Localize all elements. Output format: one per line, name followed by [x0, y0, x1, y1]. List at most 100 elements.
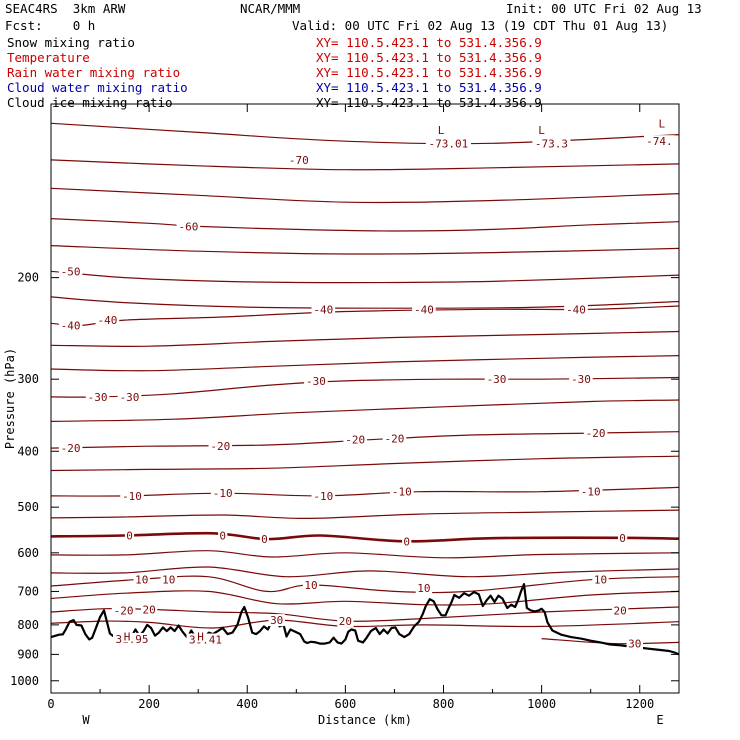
- isotherm-label: 10: [417, 582, 430, 595]
- isotherm-label: -30: [487, 373, 507, 386]
- isotherm-label-bg: [304, 374, 328, 387]
- x-tick-label: 600: [335, 697, 357, 711]
- isotherm-label-bg: [569, 373, 593, 386]
- isotherm-label: 30: [628, 638, 641, 651]
- isotherm-label-bg: [618, 531, 628, 544]
- legend-cloud-ice-label: Cloud ice mixing ratio: [7, 95, 173, 110]
- terrain-profile: [50, 583, 680, 656]
- isotherm-label-bg: [111, 604, 136, 617]
- isotherm-t19: [50, 566, 680, 578]
- legend-temperature-xy: XY= 110.5.423.1 to 531.4.356.9: [316, 50, 542, 65]
- isotherm-label-bg: [415, 581, 433, 594]
- isotherm-label: L: [438, 124, 445, 137]
- isotherm-label-bg: [85, 390, 110, 403]
- isotherm-label-bg: [592, 573, 609, 586]
- isotherm-label: -30: [306, 375, 326, 388]
- isotherm-label-bg: [611, 604, 629, 617]
- legend-rain-label: Rain water mixing ratio: [7, 65, 181, 80]
- legend-snow-xy: XY= 110.5.423.1 to 531.4.356.9: [316, 35, 542, 50]
- isotherm-label-bg: [644, 135, 675, 148]
- isotherm-label-bg: [657, 117, 667, 130]
- isotherm-label-bg: [268, 614, 285, 627]
- isotherm-label: 0: [403, 535, 410, 548]
- y-tick-label: 300: [17, 372, 39, 386]
- isotherm-label-bg: [218, 529, 228, 542]
- isotherm-label: -20: [114, 604, 134, 617]
- isotherm-t1: [50, 122, 680, 145]
- isotherm-label-bg: [402, 535, 412, 548]
- isotherm-label: 10: [304, 579, 317, 592]
- isotherm-label-bg: [58, 442, 83, 455]
- plot-frame: [50, 103, 680, 694]
- isotherm-label: -70: [289, 154, 309, 167]
- isotherm-label: -30: [571, 373, 591, 386]
- isotherm-t16: [50, 509, 680, 520]
- isotherm-label: 30: [270, 614, 283, 627]
- isotherm-label: -40: [566, 303, 586, 316]
- isotherm-label: -40: [313, 303, 333, 316]
- y-axis-label: Pressure (hPa): [3, 348, 17, 449]
- isotherm-label-bg: [208, 440, 233, 453]
- y-tick-label: 1000: [10, 674, 39, 688]
- isotherm-label: -20: [586, 427, 606, 440]
- isotherm-label-bg: [58, 319, 83, 332]
- y-tick-label: 800: [17, 618, 39, 632]
- isotherm-label: -20: [384, 432, 404, 445]
- isotherm-t21: [50, 590, 680, 606]
- legend-cloud-water-xy: XY= 110.5.423.1 to 531.4.356.9: [316, 80, 542, 95]
- isotherm-label: -30: [120, 391, 140, 404]
- x-tick-label: 400: [236, 697, 258, 711]
- isotherm-label: -10: [213, 487, 233, 500]
- isotherm-label-bg: [287, 153, 311, 166]
- isotherm-label-bg: [311, 489, 336, 502]
- isotherm-label: 0: [126, 530, 133, 543]
- isotherm-label-bg: [259, 533, 269, 546]
- isotherm-label-bg: [343, 433, 367, 446]
- isotherm-label: L: [658, 117, 665, 130]
- isotherm-label: H: [124, 631, 131, 644]
- init-time: Init: 00 UTC Fri 02 Aug 13: [506, 1, 702, 16]
- isotherm-label: 30.41: [189, 634, 222, 647]
- isotherm-label-bg: [117, 390, 142, 403]
- isotherm-label: 20: [339, 615, 352, 628]
- legend-rain-xy: XY= 110.5.423.1 to 531.4.356.9: [316, 65, 542, 80]
- org-label: NCAR/MMM: [240, 1, 301, 16]
- terrain-layer: [50, 583, 680, 656]
- x-tick-label: 200: [138, 697, 160, 711]
- isotherm-label-bg: [425, 137, 471, 150]
- isotherm-t23: [50, 619, 680, 629]
- isotherm-label: 31.95: [115, 633, 148, 646]
- isotherm-label-bg: [311, 303, 336, 316]
- isotherm-label-bg: [302, 578, 320, 591]
- y-tick-label: 500: [17, 500, 39, 514]
- legend-snow-label: Snow mixing ratio: [7, 35, 135, 50]
- y-tick-label: 600: [17, 546, 39, 560]
- isotherm-label: -10: [122, 490, 142, 503]
- isotherm-label-bg: [120, 489, 144, 502]
- isotherm-label: 0: [219, 530, 226, 543]
- isotherm-label-bg: [337, 615, 354, 628]
- valid-time: Valid: 00 UTC Fri 02 Aug 13 (19 CDT Thu …: [292, 18, 669, 33]
- isotherm-label: -10: [313, 490, 333, 503]
- isotherm-label: -20: [210, 440, 230, 453]
- isotherm-t14: [50, 455, 680, 472]
- isotherm-label-layer: -70 -73.01 -73.3 -74. L L L -60 -50 -40 -40 -40 -40 -…: [58, 117, 675, 651]
- isotherm-label-bg: [382, 432, 407, 445]
- isotherm-label-bg: [95, 314, 120, 327]
- isotherm-label-bg: [484, 373, 509, 386]
- forecast-hour: Fcst: 0 h: [5, 18, 96, 33]
- isotherm-label-bg: [58, 265, 83, 278]
- model-title: SEAC4RS 3km ARW: [5, 1, 126, 16]
- isotherm-label-bg: [176, 220, 201, 233]
- isotherm-label-bg: [436, 124, 446, 137]
- isotherm-label-bg: [578, 485, 603, 498]
- isotherm-t9: [50, 330, 680, 347]
- isotherm-label-bg: [583, 427, 608, 440]
- isotherm-label: -40: [414, 303, 434, 316]
- isotherm-label: 0: [261, 533, 268, 546]
- isotherm-label: 10: [135, 574, 148, 587]
- isotherm-label: -73.01: [429, 137, 469, 150]
- x-axis-label: Distance (km): [318, 713, 412, 727]
- x-tick-label: 800: [433, 697, 455, 711]
